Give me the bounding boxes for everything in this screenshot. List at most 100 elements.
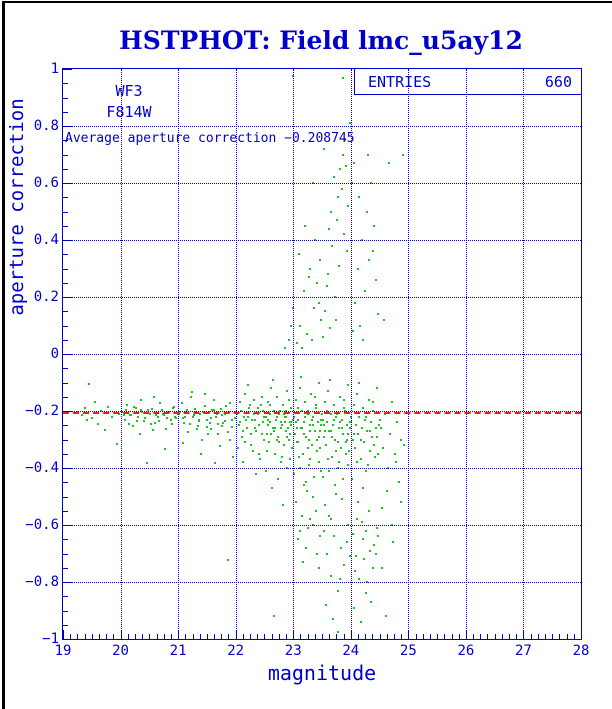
data-point	[376, 435, 379, 438]
data-point	[238, 421, 241, 424]
data-point	[319, 424, 322, 427]
data-point	[260, 395, 263, 398]
data-point	[143, 419, 146, 422]
data-point	[241, 429, 244, 432]
y-minor-tick	[63, 382, 68, 384]
data-point	[296, 407, 299, 410]
data-point	[272, 379, 275, 382]
data-point	[84, 407, 87, 410]
data-point	[270, 387, 273, 390]
data-point	[345, 541, 348, 544]
data-point	[266, 449, 269, 452]
x-major-tick	[350, 630, 352, 639]
x-minor-tick	[322, 634, 323, 639]
data-point	[288, 432, 291, 435]
data-point	[325, 603, 328, 606]
data-point	[297, 455, 300, 458]
data-point	[213, 408, 216, 411]
x-minor-tick	[458, 634, 460, 639]
x-minor-tick	[257, 634, 259, 639]
data-point	[194, 407, 197, 410]
data-point	[302, 561, 304, 564]
data-point	[308, 424, 311, 427]
data-point	[322, 335, 325, 338]
data-point	[156, 416, 159, 419]
x-major-tick	[63, 630, 64, 639]
data-point	[250, 432, 253, 435]
x-minor-tick	[242, 634, 244, 639]
data-point	[361, 407, 364, 410]
data-point	[364, 529, 367, 532]
camera-label: WF3	[115, 82, 143, 100]
data-point	[251, 449, 254, 452]
data-point	[283, 444, 285, 447]
data-point	[298, 529, 301, 532]
x-minor-tick	[437, 634, 439, 639]
y-tick-label: −0.6	[25, 517, 59, 533]
data-point	[294, 421, 297, 424]
data-point	[340, 427, 343, 430]
data-point	[279, 461, 282, 464]
data-point	[395, 461, 398, 464]
y-major-tick	[63, 240, 72, 241]
x-major-tick	[120, 630, 122, 639]
data-point	[332, 176, 335, 179]
data-point	[274, 427, 277, 430]
data-point	[159, 402, 162, 405]
data-point	[333, 484, 336, 487]
y-major-tick	[63, 126, 72, 127]
x-minor-tick	[192, 634, 194, 639]
data-point	[295, 341, 298, 344]
data-point	[324, 429, 327, 432]
data-point	[282, 504, 285, 507]
x-tick-label: 28	[572, 643, 590, 659]
x-minor-tick	[228, 634, 230, 639]
data-point	[268, 441, 271, 444]
data-point	[348, 122, 351, 125]
x-minor-tick	[509, 634, 511, 639]
x-minor-tick	[573, 634, 575, 639]
data-point	[129, 414, 132, 417]
data-point	[273, 429, 276, 432]
data-point	[75, 411, 78, 414]
data-point	[150, 422, 153, 425]
y-major-tick	[63, 582, 72, 583]
x-tick-label: 20	[112, 643, 129, 659]
data-point	[243, 441, 246, 444]
x-minor-tick	[343, 634, 345, 639]
data-point	[272, 615, 275, 618]
data-point	[352, 330, 355, 333]
data-point	[343, 563, 346, 566]
data-point	[265, 469, 268, 472]
data-point	[356, 392, 359, 395]
data-point	[357, 196, 360, 199]
tick-layer	[63, 69, 582, 640]
data-point	[310, 418, 313, 421]
data-point	[130, 414, 133, 417]
data-point	[334, 438, 337, 441]
data-point	[204, 393, 207, 396]
data-point	[297, 253, 300, 256]
data-point	[373, 444, 376, 447]
x-tick-label: 22	[227, 643, 245, 659]
data-point	[334, 318, 337, 321]
data-point	[401, 153, 404, 156]
data-point	[97, 422, 100, 425]
data-point	[318, 258, 321, 261]
data-point	[297, 441, 300, 444]
data-point	[316, 421, 319, 424]
data-point	[329, 327, 332, 330]
x-minor-tick	[415, 634, 417, 639]
data-point	[359, 458, 362, 461]
x-minor-tick	[552, 634, 554, 639]
data-point	[202, 411, 205, 414]
data-point	[253, 398, 256, 401]
data-point	[266, 401, 269, 404]
data-point	[365, 210, 368, 213]
y-minor-tick	[63, 567, 68, 569]
data-point	[393, 452, 396, 455]
data-point	[323, 424, 326, 427]
data-point	[259, 404, 262, 407]
data-point	[209, 417, 212, 420]
data-point	[135, 407, 138, 410]
